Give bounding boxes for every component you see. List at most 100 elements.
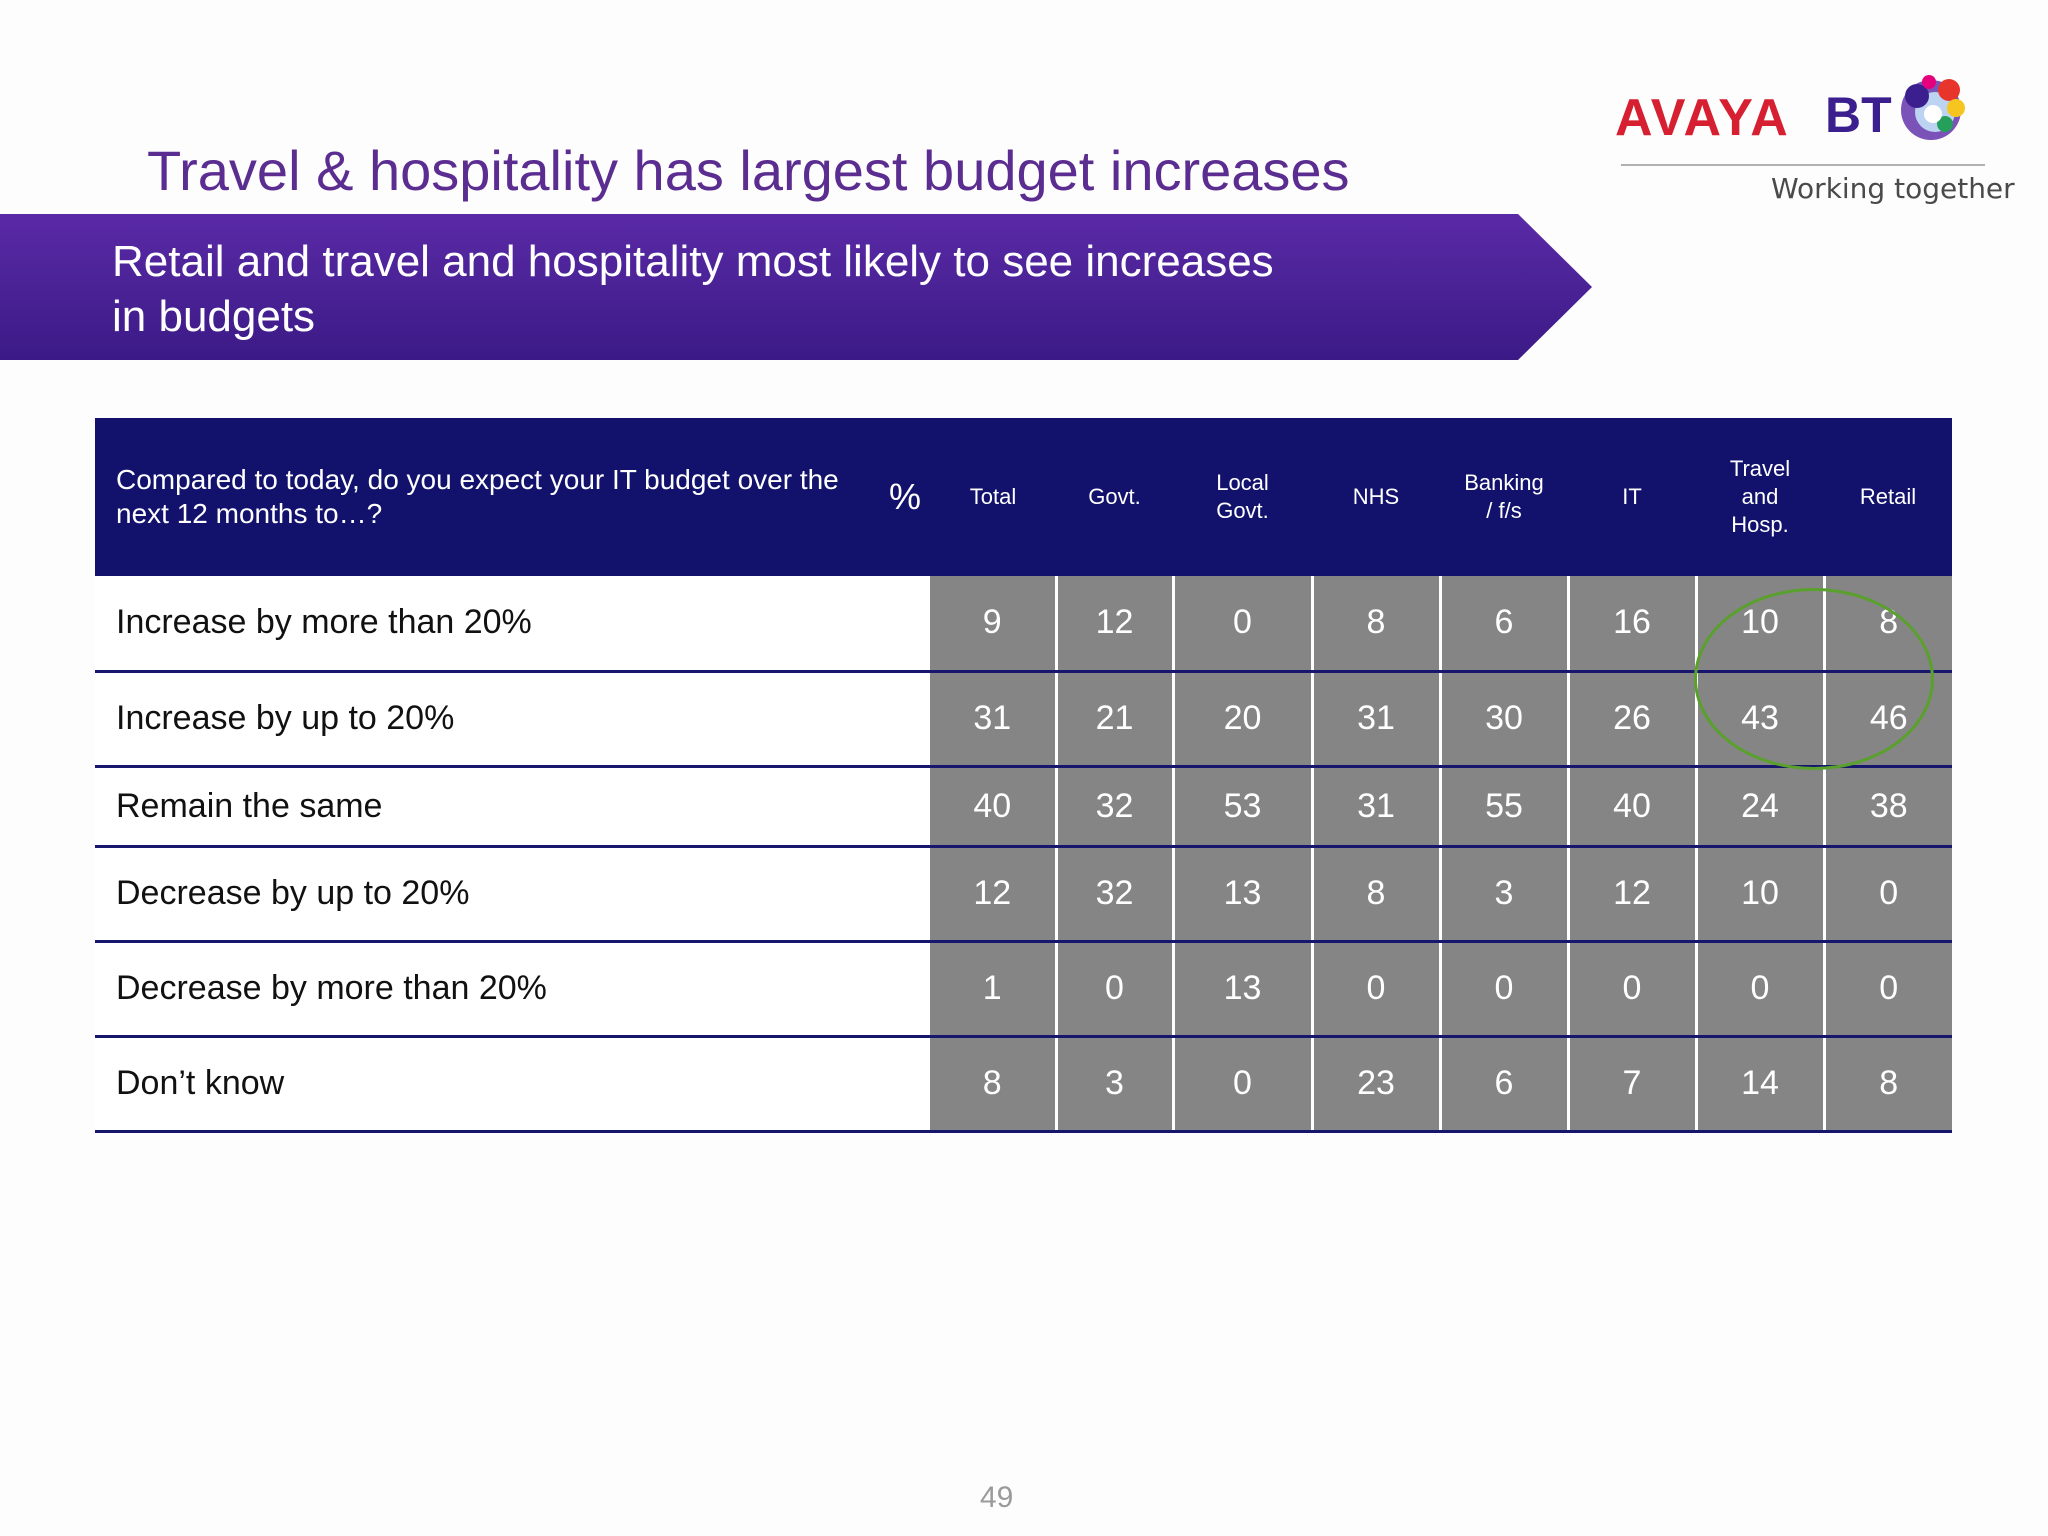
value-cell: 8 [930, 1036, 1056, 1133]
blank-cell [880, 671, 930, 768]
value-cell: 21 [1054, 671, 1173, 768]
column-header-line: Local [1216, 470, 1269, 495]
column-header-retail: Retail [1824, 418, 1952, 576]
subtitle-banner [0, 214, 1592, 360]
value-cell: 9 [930, 576, 1056, 673]
value-cell: 12 [930, 846, 1056, 943]
value-cell: 0 [1054, 941, 1173, 1038]
value-cell: 1 [930, 941, 1056, 1038]
value-cell: 0 [1171, 576, 1312, 673]
column-header-nhs: NHS [1312, 418, 1440, 576]
value-cell: 14 [1694, 1036, 1824, 1133]
value-cell: 8 [1822, 1036, 1952, 1133]
value-cell: 0 [1171, 1036, 1312, 1133]
column-header-line: NHS [1352, 484, 1400, 509]
blank-cell [880, 846, 930, 943]
logo-divider [1621, 164, 1985, 166]
value-cell: 10 [1694, 576, 1824, 673]
value-cell: 30 [1438, 671, 1568, 768]
row-label: Remain the same [95, 766, 880, 848]
value-cell: 8 [1310, 846, 1440, 943]
blank-cell [880, 1036, 930, 1133]
table-row: Increase by more than 20% 9 12 0 8 6 16 … [95, 576, 1952, 673]
row-label: Decrease by up to 20% [95, 846, 880, 943]
value-cell: 31 [1310, 766, 1440, 848]
question-header: Compared to today, do you expect your IT… [95, 418, 880, 576]
table-row: Remain the same 40 32 53 31 55 40 24 38 [95, 766, 1952, 848]
table-header-row: Compared to today, do you expect your IT… [95, 418, 1952, 576]
row-label: Increase by up to 20% [95, 671, 880, 768]
column-header-line: Hosp. [1731, 512, 1789, 537]
column-header-line: / f/s [1486, 498, 1522, 523]
value-cell: 0 [1694, 941, 1824, 1038]
value-cell: 40 [1566, 766, 1696, 848]
slide-title: Travel & hospitality has largest budget … [147, 139, 1350, 202]
value-cell: 20 [1171, 671, 1312, 768]
bt-logo: BT [1825, 87, 1892, 143]
value-cell: 46 [1822, 671, 1952, 768]
column-header-line: Banking [1464, 470, 1544, 495]
value-cell: 13 [1171, 941, 1312, 1038]
logo-lockup: AVAYA BT Working together [1615, 66, 2015, 206]
column-header-line: Govt. [1088, 484, 1141, 509]
column-header-line: Travel [1729, 456, 1791, 481]
row-label: Decrease by more than 20% [95, 941, 880, 1038]
banner-line-1: Retail and travel and hospitality most l… [112, 237, 1274, 286]
blank-cell [880, 766, 930, 848]
blank-cell [880, 576, 930, 673]
value-cell: 3 [1438, 846, 1568, 943]
value-cell: 7 [1566, 1036, 1696, 1133]
column-header-line: Total [969, 484, 1017, 509]
value-cell: 0 [1310, 941, 1440, 1038]
table-row: Decrease by more than 20% 1 0 13 0 0 0 0… [95, 941, 1952, 1038]
value-cell: 32 [1054, 846, 1173, 943]
table-row: Decrease by up to 20% 12 32 13 8 3 12 10… [95, 846, 1952, 943]
value-cell: 12 [1566, 846, 1696, 943]
column-header-line: Govt. [1216, 498, 1269, 523]
bt-globe-icon [1901, 75, 1965, 140]
value-cell: 10 [1694, 846, 1824, 943]
value-cell: 40 [930, 766, 1056, 848]
column-header-banking: Banking / f/s [1440, 418, 1568, 576]
value-cell: 31 [1310, 671, 1440, 768]
logo-tagline: Working together [1771, 172, 2015, 205]
row-label: Don’t know [95, 1036, 880, 1133]
column-header-line: and [1741, 484, 1779, 509]
column-header-govt: Govt. [1056, 418, 1173, 576]
row-label: Increase by more than 20% [95, 576, 880, 673]
table-row: Don’t know 8 3 0 23 6 7 14 8 [95, 1036, 1952, 1133]
column-header-local-govt: Local Govt. [1173, 418, 1312, 576]
column-header-travel-hosp: Travel and Hosp. [1696, 418, 1824, 576]
value-cell: 0 [1822, 846, 1952, 943]
page-number: 49 [980, 1481, 1014, 1514]
value-cell: 31 [930, 671, 1056, 768]
value-cell: 24 [1694, 766, 1824, 848]
value-cell: 8 [1822, 576, 1952, 673]
banner-line-2: in budgets [112, 292, 316, 341]
banner-text: Retail and travel and hospitality most l… [112, 234, 1412, 344]
column-header-total: Total [930, 418, 1056, 576]
percent-header: % [880, 418, 930, 576]
value-cell: 12 [1054, 576, 1173, 673]
value-cell: 43 [1694, 671, 1824, 768]
value-cell: 0 [1566, 941, 1696, 1038]
value-cell: 38 [1822, 766, 1952, 848]
value-cell: 6 [1438, 1036, 1568, 1133]
value-cell: 55 [1438, 766, 1568, 848]
column-header-it: IT [1568, 418, 1696, 576]
column-header-line: Retail [1859, 484, 1917, 509]
value-cell: 0 [1822, 941, 1952, 1038]
table-row: Increase by up to 20% 31 21 20 31 30 26 … [95, 671, 1952, 768]
column-header-line: IT [1622, 484, 1642, 509]
value-cell: 6 [1438, 576, 1568, 673]
value-cell: 23 [1310, 1036, 1440, 1133]
blank-cell [880, 941, 930, 1038]
value-cell: 16 [1566, 576, 1696, 673]
value-cell: 13 [1171, 846, 1312, 943]
value-cell: 3 [1054, 1036, 1173, 1133]
value-cell: 53 [1171, 766, 1312, 848]
value-cell: 0 [1438, 941, 1568, 1038]
value-cell: 26 [1566, 671, 1696, 768]
value-cell: 32 [1054, 766, 1173, 848]
avaya-logo: AVAYA [1615, 89, 1790, 147]
